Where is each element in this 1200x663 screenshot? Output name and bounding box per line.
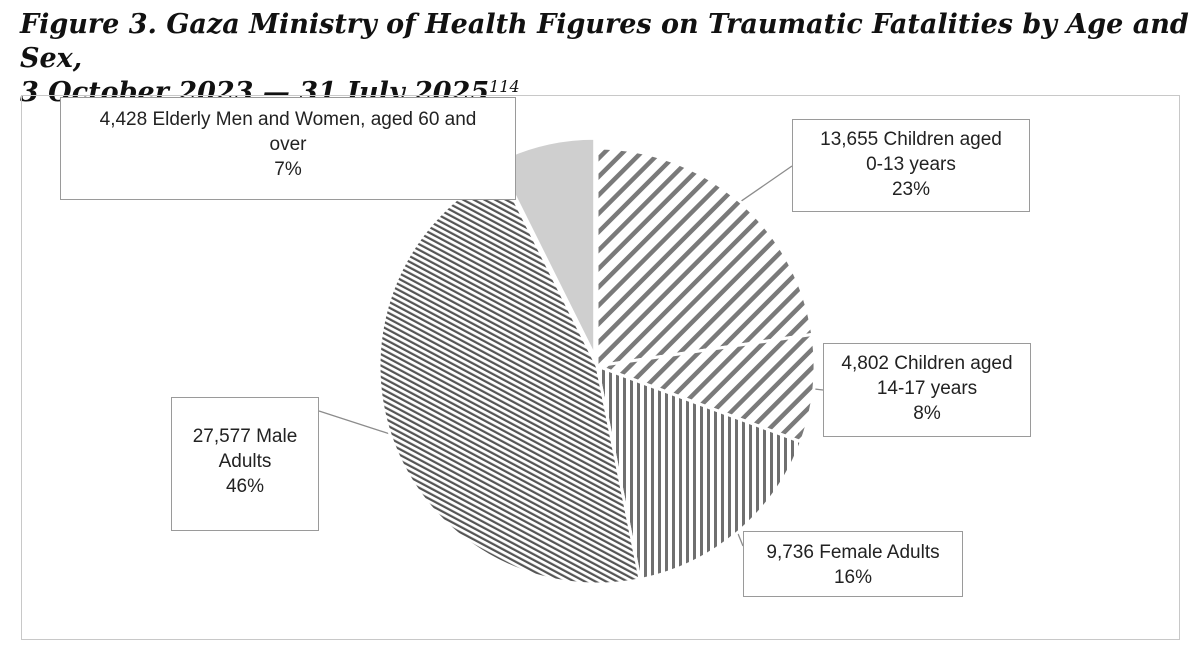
data-label-male-adults: 27,577 Male Adults 46% <box>171 397 319 531</box>
label-children-0-13-line2: 0-13 years <box>866 154 956 175</box>
label-female-adults-percent: 16% <box>833 567 873 588</box>
chart-title: Figure 3. Gaza Ministry of Health Figure… <box>20 8 1190 110</box>
label-children-0-13-percent: 23% <box>891 179 931 200</box>
label-elderly-line1: 4,428 Elderly Men and Women, aged 60 and <box>99 109 477 130</box>
label-elderly-percent: 7% <box>274 159 302 180</box>
title-footnote: 114 <box>489 77 520 96</box>
chart-frame <box>21 95 1180 640</box>
leader-line-male-adults <box>318 410 395 437</box>
label-male-adults-line2: Adults <box>218 451 272 472</box>
label-male-adults-percent: 46% <box>225 476 265 497</box>
slice-children-14-17 <box>596 332 817 444</box>
data-label-children-14-17: 4,802 Children aged 14-17 years 8% <box>823 343 1031 437</box>
data-label-elderly: 4,428 Elderly Men and Women, aged 60 and… <box>60 97 516 200</box>
data-label-female-adults: 9,736 Female Adults 16% <box>743 531 963 597</box>
label-elderly-line2: over <box>269 134 307 155</box>
label-children-14-17-line1: 4,802 Children aged <box>841 353 1013 374</box>
label-male-adults-line1: 27,577 Male <box>192 426 298 447</box>
label-children-14-17-line2: 14-17 years <box>876 378 978 399</box>
leader-line-children-0-13 <box>736 165 793 205</box>
label-children-14-17-percent: 8% <box>913 403 941 424</box>
data-label-children-0-13: 13,655 Children aged 0-13 years 23% <box>792 119 1030 212</box>
pie-slices <box>377 136 817 586</box>
label-female-adults-line1: 9,736 Female Adults <box>766 542 940 563</box>
title-line-1: Figure 3. Gaza Ministry of Health Figure… <box>20 9 1189 74</box>
label-children-0-13-line1: 13,655 Children aged <box>820 129 1002 150</box>
slice-male-adults <box>377 168 642 586</box>
slice-children-0-13 <box>595 146 815 368</box>
slice-female-adults <box>594 363 804 582</box>
